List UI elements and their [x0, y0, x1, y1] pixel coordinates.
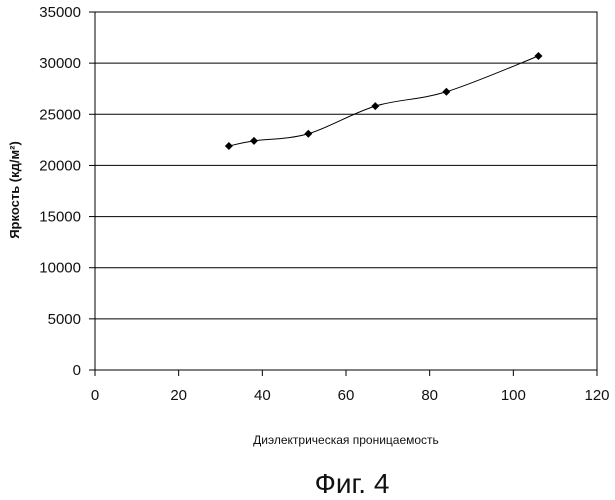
data-point — [371, 102, 379, 110]
series-line — [229, 56, 539, 146]
series-group — [225, 52, 543, 150]
x-tick-label: 80 — [421, 387, 438, 404]
y-axis-ticks: 0 5000 10000 15000 20000 25000 30000 35000 — [39, 4, 95, 379]
x-tick-label: 0 — [91, 387, 99, 404]
data-point — [304, 130, 312, 138]
x-tick-label: 60 — [338, 387, 355, 404]
data-point — [442, 88, 450, 96]
y-tick-label: 25000 — [39, 106, 81, 123]
figure-caption: Фиг. 4 — [315, 468, 390, 499]
gridlines — [95, 63, 597, 319]
y-tick-label: 30000 — [39, 55, 81, 72]
y-tick-label: 10000 — [39, 260, 81, 277]
y-axis-label: Яркость (кд/м²) — [7, 141, 22, 239]
y-tick-label: 15000 — [39, 209, 81, 226]
x-tick-label: 20 — [170, 387, 187, 404]
y-tick-label: 0 — [73, 362, 81, 379]
x-tick-label: 120 — [584, 387, 609, 404]
x-axis-ticks: 0 20 40 60 80 100 120 — [91, 370, 610, 404]
data-point — [250, 137, 258, 145]
plot-area-frame — [95, 12, 597, 370]
y-tick-label: 20000 — [39, 157, 81, 174]
y-tick-label: 35000 — [39, 4, 81, 21]
y-tick-label: 5000 — [48, 311, 81, 328]
x-tick-label: 40 — [254, 387, 271, 404]
data-point — [534, 52, 542, 60]
x-axis-label: Диэлектрическая проницаемость — [253, 433, 439, 447]
data-point — [225, 142, 233, 150]
x-tick-label: 100 — [501, 387, 526, 404]
